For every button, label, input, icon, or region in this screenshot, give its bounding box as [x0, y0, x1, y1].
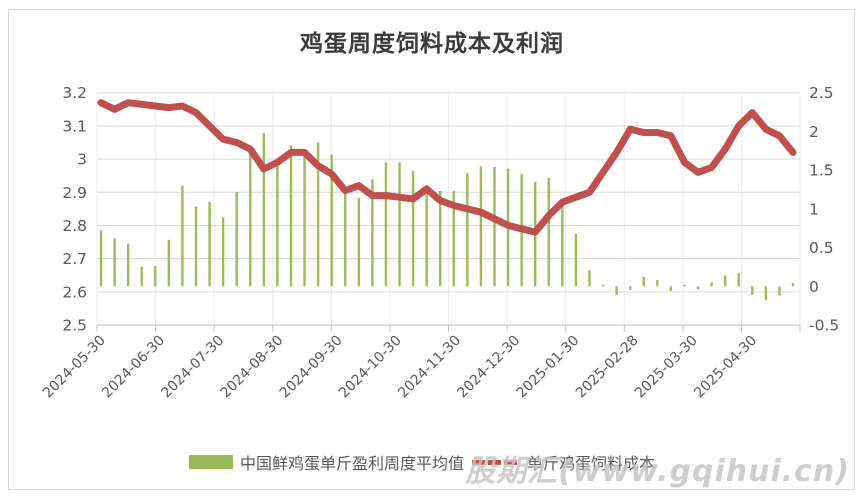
x-axis-label: 2024-09-30 [277, 333, 346, 402]
y-axis-label-left: 3.2 [62, 84, 87, 102]
x-axis-label: 2024-07-30 [158, 333, 227, 402]
y-axis-label-left: 2.6 [62, 283, 87, 301]
bar-series-swatch-icon [188, 455, 233, 469]
y-axis-label-left: 2.7 [62, 250, 87, 268]
legend-item-profit: 中国鲜鸡蛋单斤盈利周度平均值 [188, 450, 464, 474]
y-axis-label-right: 1.5 [809, 162, 834, 180]
x-axis-label: 2024-10-30 [336, 333, 405, 402]
y-axis-label-left: 2.9 [62, 184, 87, 202]
y-axis-label-right: 2 [809, 123, 819, 141]
y-axis-label-left: 2.8 [62, 217, 87, 235]
y-axis-label-left: 2.5 [62, 317, 87, 335]
legend-label-profit: 中国鲜鸡蛋单斤盈利周度平均值 [239, 454, 464, 473]
x-axis-label: 2025-03-30 [632, 333, 701, 402]
y-axis-label-right: -0.5 [809, 317, 839, 335]
y-axis-label-left: 3.1 [62, 117, 87, 135]
x-axis-label: 2025-01-30 [514, 333, 583, 402]
legend: 中国鲜鸡蛋单斤盈利周度平均值 单斤鸡蛋饲料成本 [0, 450, 854, 474]
cost-line [97, 99, 797, 236]
y-axis-label-left: 3 [77, 151, 87, 169]
x-axis-label: 2024-05-30 [40, 333, 109, 402]
x-axis-label: 2024-11-30 [395, 333, 464, 402]
legend-item-cost: 单斤鸡蛋饲料成本 [472, 450, 655, 474]
x-axis-label: 2024-08-30 [218, 333, 287, 402]
chart-title: 鸡蛋周度饲料成本及利润 [300, 31, 564, 57]
x-axis-label: 2024-06-30 [99, 333, 168, 402]
y-axis-label-right: 0 [809, 278, 819, 296]
line-series-swatch-icon [472, 459, 520, 465]
y-axis-label-right: 2.5 [809, 84, 834, 102]
watermark: 股期汇(www.gqihui.cn) [465, 454, 850, 489]
x-axis-label: 2025-04-30 [691, 333, 760, 402]
x-axis-label: 2024-12-30 [454, 333, 523, 402]
y-axis-label-right: 1 [809, 200, 819, 218]
y-axis-label-right: 0.5 [809, 239, 834, 257]
x-axis-label: 2025-02-28 [573, 333, 642, 402]
legend-label-cost: 单斤鸡蛋饲料成本 [527, 454, 656, 473]
chart-frame [8, 9, 855, 490]
